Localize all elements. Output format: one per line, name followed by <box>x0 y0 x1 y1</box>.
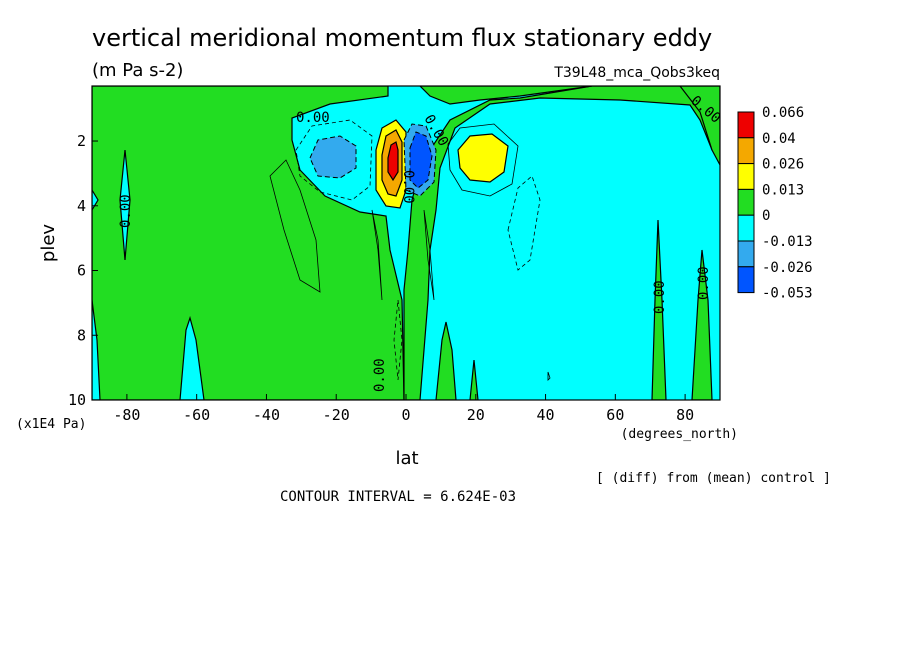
contour-label: 0.00 <box>696 266 712 300</box>
x-axis-label: lat <box>395 448 418 469</box>
x-tick-label: 20 <box>467 406 485 424</box>
contour-label: 0.00 <box>652 280 668 314</box>
contour-line-2 <box>295 119 373 201</box>
y-axis-label: plev <box>38 224 59 263</box>
y-tick-label: 2 <box>77 132 86 150</box>
contour-fill-blue-left <box>309 135 357 179</box>
y-tick-label: 4 <box>77 197 86 215</box>
x-tick-label: 0 <box>401 406 410 424</box>
contour-fill-red-core <box>387 141 399 182</box>
colorbar-swatch <box>737 163 755 190</box>
y-tick-label: 6 <box>77 262 86 280</box>
y-unit-label: (x1E4 Pa) <box>16 417 86 432</box>
contour-fill-yellow-right <box>457 133 509 183</box>
contour-line-4 <box>447 123 519 197</box>
contour-fill-cyan-spike-1 <box>92 299 101 400</box>
colorbar-label: 0 <box>762 208 770 224</box>
y-tick-label: 8 <box>77 326 86 344</box>
footer-note: [ (diff) from (mean) control ] <box>596 471 831 486</box>
y-axis: 2 4 6 8 10 <box>68 132 98 409</box>
contour-fill-green-spike-4 <box>691 249 713 400</box>
colorbar-label: 0.066 <box>762 105 804 121</box>
contour-line-8 <box>547 371 551 381</box>
x-axis: -80 -60 -40 -20 0 20 40 60 80 <box>113 394 694 424</box>
colorbar-label: 0.013 <box>762 182 804 198</box>
contour-label: 0.00 <box>400 170 416 204</box>
colorbar-swatch <box>737 240 755 268</box>
x-unit-label: (degrees_north) <box>621 427 738 442</box>
chart-title: vertical meridional momentum flux statio… <box>92 24 712 52</box>
colorbar: 0.066 0.04 0.026 0.013 0 -0.013 -0.026 -0.053 <box>737 105 813 302</box>
colorbar-label: 0.04 <box>762 131 796 147</box>
contour-line-6 <box>371 209 383 301</box>
contour-interval: CONTOUR INTERVAL = 6.624E-03 <box>280 489 516 505</box>
colorbar-swatch <box>737 111 755 139</box>
x-tick-label: 40 <box>537 406 555 424</box>
contour-line-1 <box>269 159 321 293</box>
contour-fill-green-top <box>419 86 593 105</box>
colorbar-label: -0.026 <box>762 260 813 276</box>
contour-line-3 <box>507 175 541 271</box>
y-tick-label: 10 <box>68 391 86 409</box>
contour-fill-green-spike-2 <box>469 359 479 400</box>
contour-fill-cyan-spike-2 <box>119 149 131 261</box>
x-tick-label: 80 <box>676 406 694 424</box>
run-label: T39L48_mca_Qobs3keq <box>553 65 720 81</box>
colorbar-label: -0.053 <box>762 286 813 302</box>
contour-label: 0.00 <box>372 358 388 392</box>
colorbar-label: 0.026 <box>762 157 804 173</box>
colorbar-swatch <box>737 188 755 216</box>
contour-fill-green-left <box>92 86 405 400</box>
contour-fill-cyan-spike-4 <box>92 188 99 212</box>
contour-fill-blue-core <box>409 131 433 189</box>
plot-area <box>92 86 720 400</box>
contour-fill-green-top-right <box>679 86 720 166</box>
contour-line-5 <box>393 299 403 381</box>
colorbar-swatch <box>737 214 755 242</box>
contour-fill-cyan-spike-3 <box>179 315 205 400</box>
x-tick-label: -60 <box>183 406 210 424</box>
x-tick-label: -40 <box>253 406 280 424</box>
contour-line-7 <box>423 209 435 301</box>
x-tick-label: -20 <box>323 406 350 424</box>
contour-label: 0.00 <box>296 110 330 126</box>
contour-label: 0.00 <box>118 194 134 228</box>
colorbar-swatch <box>737 266 755 294</box>
contour-fill-green-spike-3 <box>651 219 667 400</box>
contour-fill-green-spike-1 <box>435 321 457 400</box>
units-label: (m Pa s-2) <box>92 60 183 81</box>
x-tick-label: 60 <box>606 406 624 424</box>
colorbar-label: -0.013 <box>762 234 813 250</box>
x-tick-label: -80 <box>113 406 140 424</box>
colorbar-swatch <box>737 137 755 165</box>
